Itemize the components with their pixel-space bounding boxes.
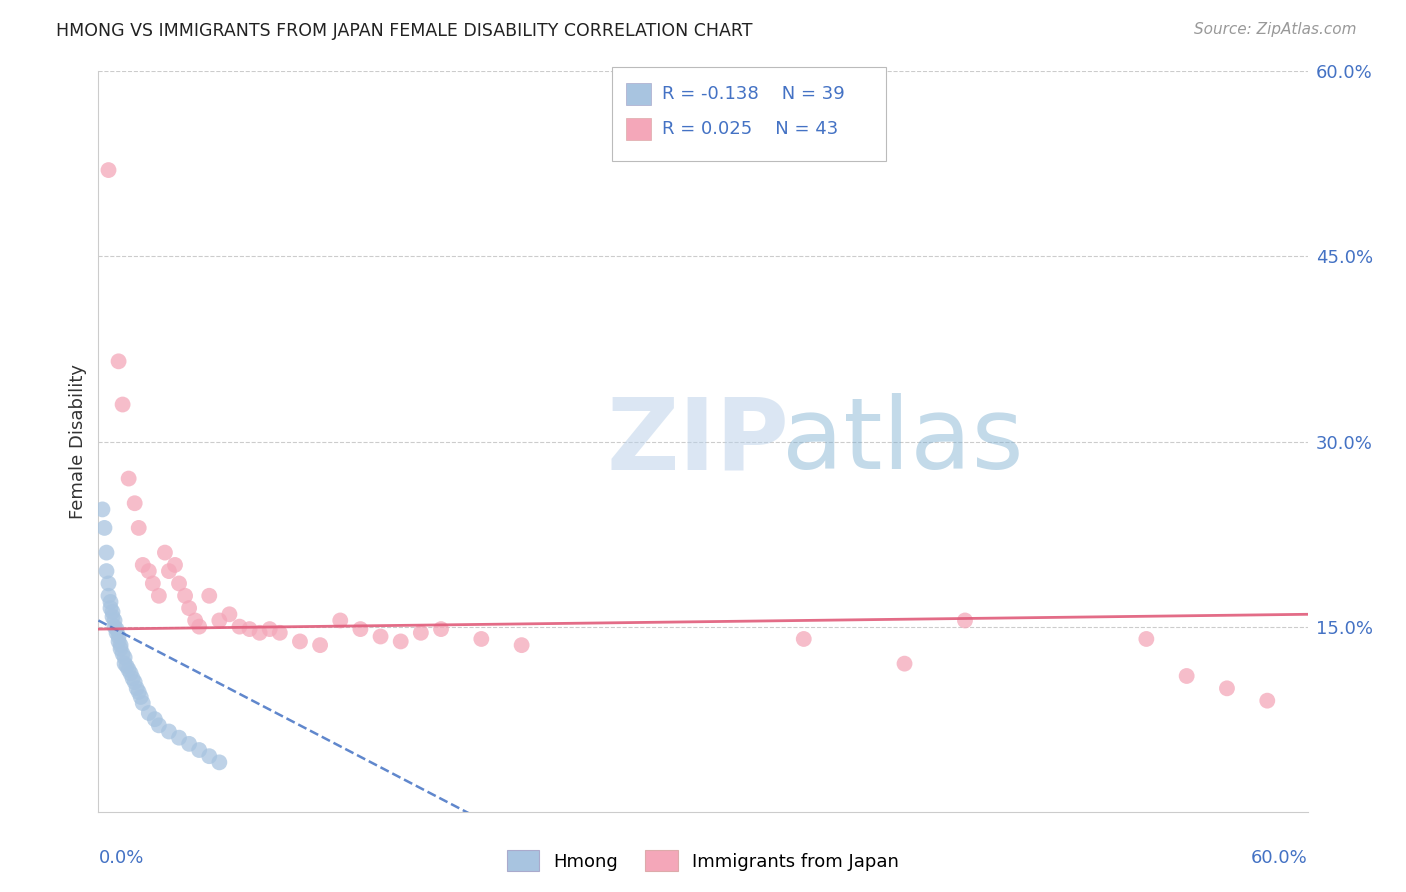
Point <box>1175 669 1198 683</box>
Point <box>118 471 141 485</box>
Point <box>93 521 115 535</box>
Point <box>309 638 332 652</box>
Point <box>132 558 155 572</box>
Point <box>893 657 915 671</box>
Point <box>143 712 166 726</box>
Point <box>1256 694 1278 708</box>
Point <box>138 564 160 578</box>
Point <box>128 521 150 535</box>
Point <box>179 737 201 751</box>
Text: atlas: atlas <box>782 393 1024 490</box>
Point <box>105 622 128 636</box>
Point <box>142 576 165 591</box>
Point <box>132 696 155 710</box>
Point <box>510 638 533 652</box>
Point <box>111 398 134 412</box>
Point <box>370 630 392 644</box>
Point <box>103 619 125 633</box>
Point <box>288 634 311 648</box>
Point <box>103 614 125 628</box>
Point <box>430 622 453 636</box>
Point <box>100 595 122 609</box>
Point <box>129 690 152 704</box>
Point <box>121 672 143 686</box>
Point <box>239 622 262 636</box>
Point <box>249 625 271 640</box>
Point <box>148 589 170 603</box>
Text: R = 0.025    N = 43: R = 0.025 N = 43 <box>662 120 838 138</box>
Point <box>188 619 211 633</box>
Point <box>953 614 976 628</box>
Point <box>125 681 148 696</box>
Point <box>101 605 124 619</box>
Point <box>198 749 221 764</box>
Point <box>259 622 281 636</box>
Point <box>188 743 211 757</box>
Point <box>184 614 207 628</box>
Point <box>97 163 120 178</box>
Point <box>114 650 136 665</box>
Point <box>389 634 412 648</box>
Point <box>167 731 190 745</box>
Point <box>118 663 141 677</box>
Point <box>107 354 129 368</box>
Point <box>174 589 197 603</box>
Point <box>114 657 136 671</box>
Point <box>96 546 118 560</box>
Point <box>198 589 221 603</box>
Point <box>208 756 231 770</box>
Legend: Hmong, Immigrants from Japan: Hmong, Immigrants from Japan <box>499 843 907 879</box>
Point <box>97 589 120 603</box>
Point <box>1135 632 1157 646</box>
Point <box>96 564 118 578</box>
Point <box>111 647 134 661</box>
Point <box>218 607 240 622</box>
Point <box>179 601 201 615</box>
Point <box>208 614 231 628</box>
Text: 60.0%: 60.0% <box>1251 849 1308 867</box>
Point <box>107 630 129 644</box>
Point <box>124 496 146 510</box>
Y-axis label: Female Disability: Female Disability <box>69 364 87 519</box>
Point <box>409 625 432 640</box>
Text: HMONG VS IMMIGRANTS FROM JAPAN FEMALE DISABILITY CORRELATION CHART: HMONG VS IMMIGRANTS FROM JAPAN FEMALE DI… <box>56 22 752 40</box>
Point <box>107 634 129 648</box>
Point <box>148 718 170 732</box>
Point <box>115 659 138 673</box>
Point <box>163 558 186 572</box>
Point <box>329 614 352 628</box>
Text: ZIP: ZIP <box>606 393 789 490</box>
Point <box>1216 681 1239 696</box>
Point <box>128 685 150 699</box>
Point <box>105 625 128 640</box>
Point <box>157 724 180 739</box>
Point <box>167 576 190 591</box>
Point <box>97 576 120 591</box>
Point <box>228 619 250 633</box>
Point <box>793 632 815 646</box>
Point <box>138 706 160 720</box>
Point <box>269 625 291 640</box>
Point <box>153 546 176 560</box>
Point <box>157 564 180 578</box>
Point <box>349 622 371 636</box>
Point <box>110 638 132 652</box>
Text: 0.0%: 0.0% <box>98 849 143 867</box>
Point <box>91 502 114 516</box>
Point <box>470 632 492 646</box>
Point <box>110 641 132 656</box>
Point <box>124 675 146 690</box>
Point <box>100 601 122 615</box>
Text: R = -0.138    N = 39: R = -0.138 N = 39 <box>662 85 845 103</box>
Point <box>120 666 142 681</box>
Text: Source: ZipAtlas.com: Source: ZipAtlas.com <box>1194 22 1357 37</box>
Point <box>101 609 124 624</box>
